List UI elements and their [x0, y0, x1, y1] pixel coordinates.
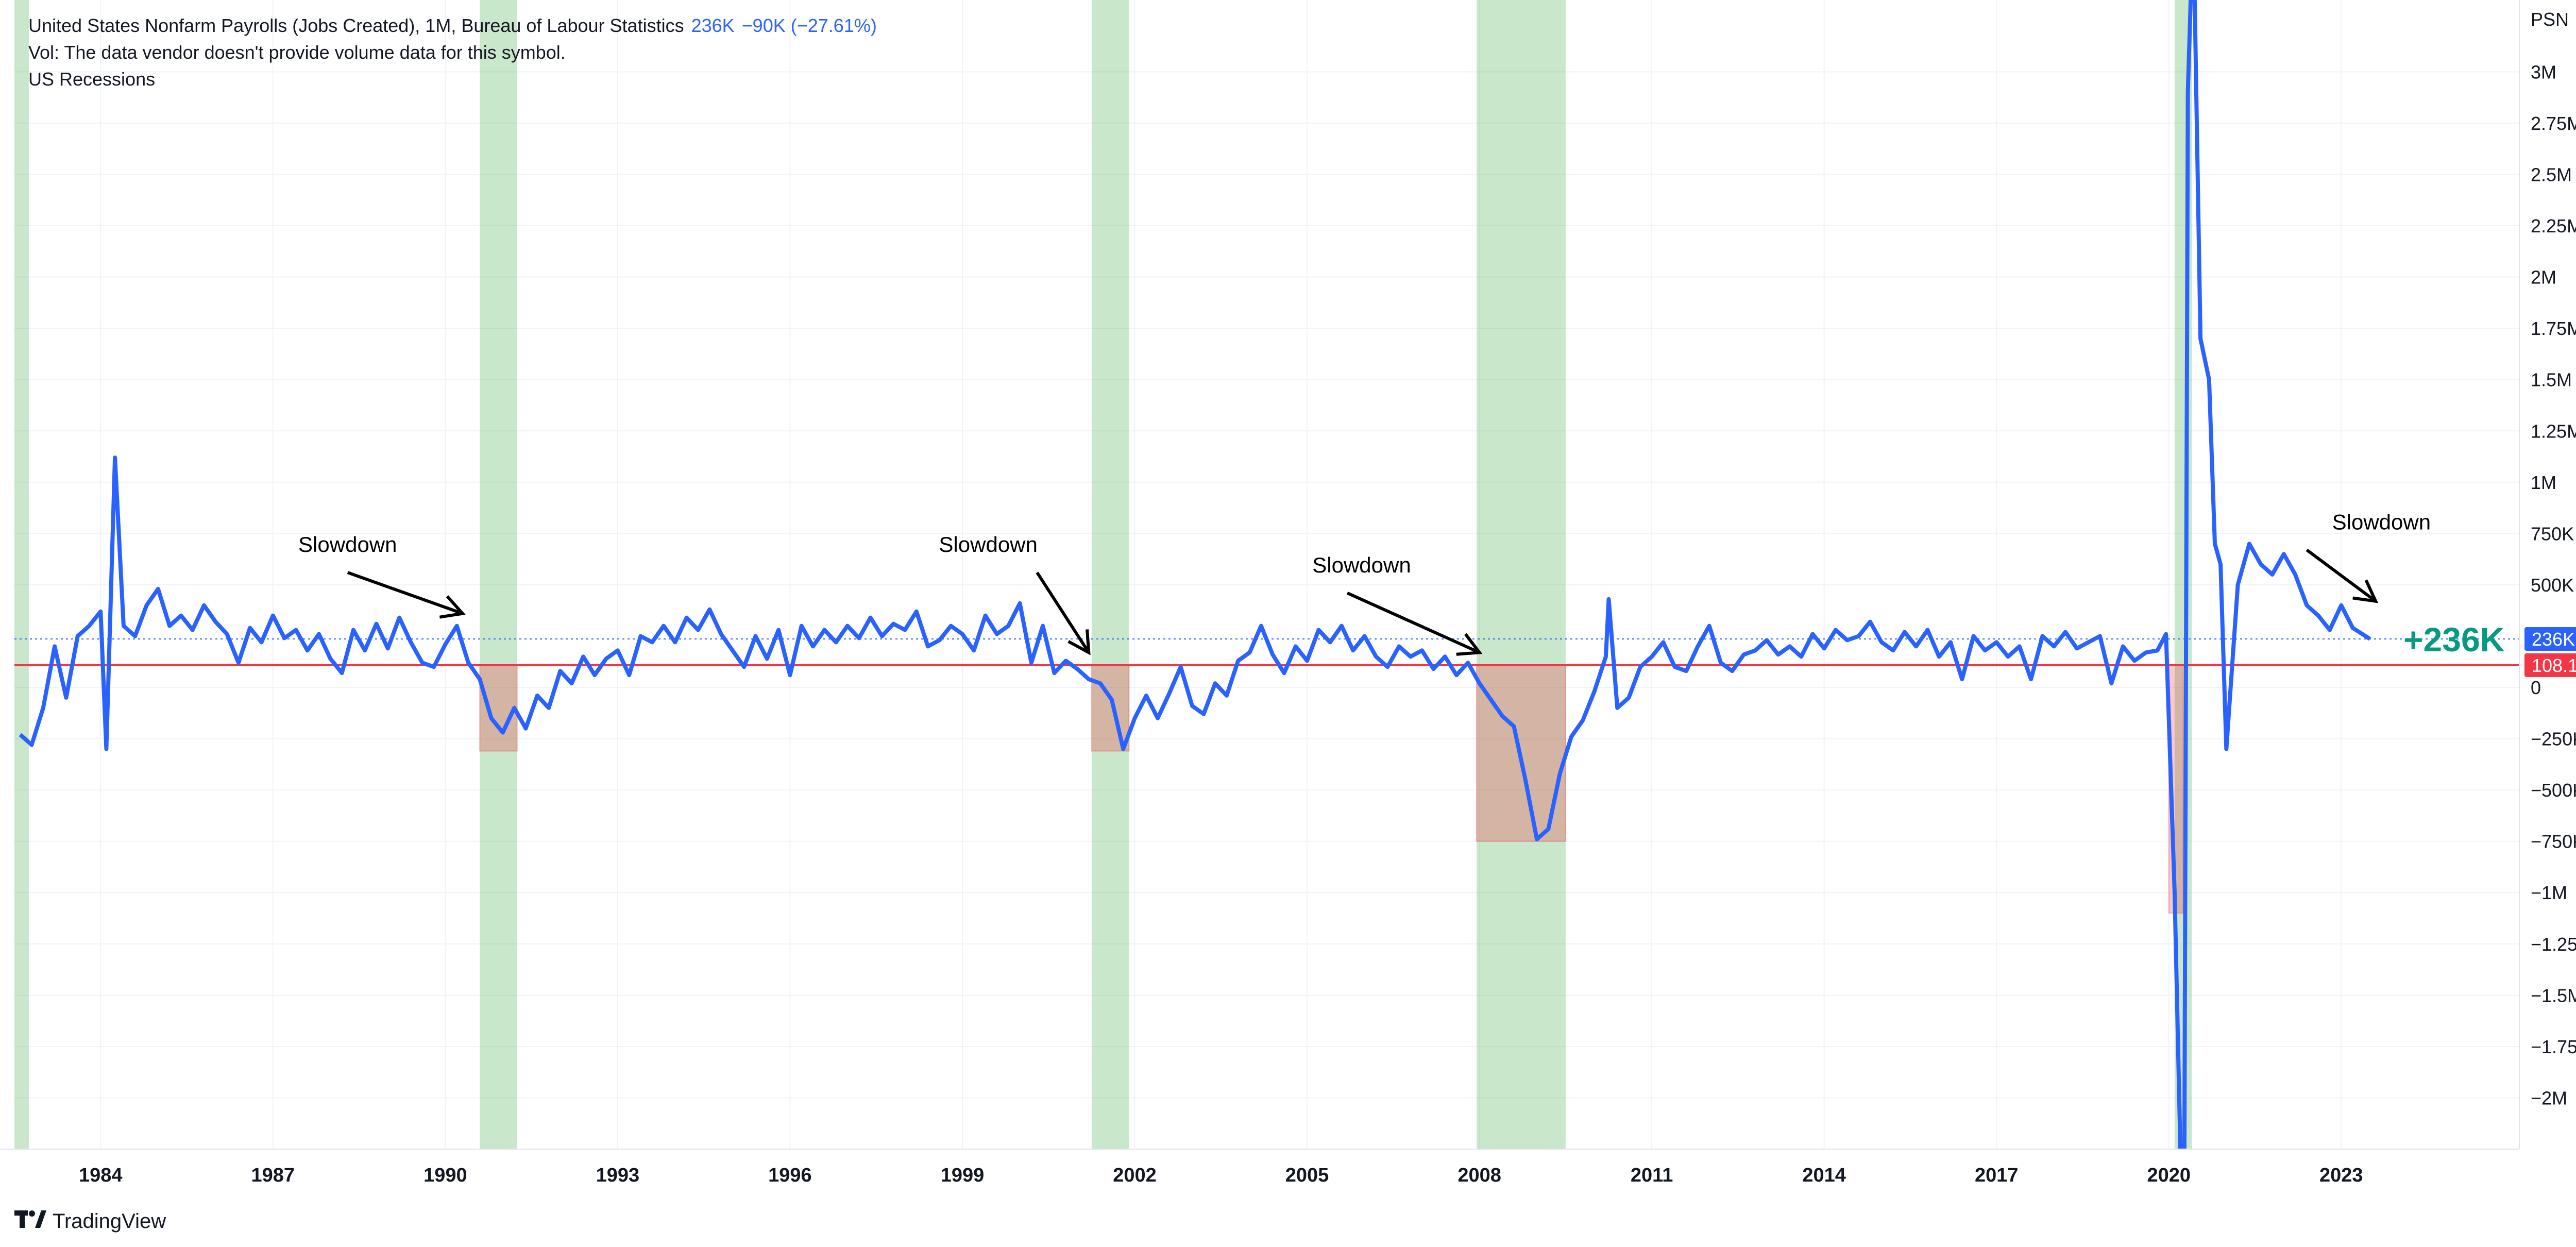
tradingview-logo-icon: [14, 1210, 46, 1233]
x-tick-label: 2017: [1975, 1165, 2019, 1186]
recession-band: [480, 0, 517, 1149]
legend-indicator-row[interactable]: US Recessions: [28, 66, 877, 93]
series: [19, 0, 2371, 1149]
annotation-arrow-head: [2352, 579, 2379, 603]
grid: [14, 0, 2519, 1149]
footer[interactable]: TradingView: [14, 1210, 166, 1233]
reference-tag: [2524, 653, 2576, 677]
y-tick-label: 2.75M: [2531, 113, 2576, 134]
annotation-label: Slowdown: [2332, 510, 2431, 534]
y-axis-bg: [2520, 0, 2576, 1193]
y-tick-label: 1.75M: [2531, 318, 2576, 339]
annotation-arrow-line: [1036, 571, 1090, 653]
annotation-label: Slowdown: [939, 532, 1037, 557]
x-tick-label: 1984: [79, 1165, 123, 1186]
y-tick-label: 0: [2531, 677, 2541, 698]
y-tick-label: 1M: [2531, 472, 2556, 493]
last-value-tag-label: 236K: [2532, 629, 2575, 650]
x-tick-label: 2008: [1458, 1165, 1501, 1186]
annotation-arrow-head: [1067, 629, 1091, 655]
legend-volume-note: Vol: The data vendor doesn't provide vol…: [28, 42, 566, 63]
y-tick-label: −1.75M: [2531, 1036, 2576, 1057]
recession-band: [1091, 0, 1129, 1149]
y-tick-label: 500K: [2531, 575, 2574, 596]
x-tick-label: 1996: [768, 1165, 812, 1186]
y-tick-label: −500K: [2531, 780, 2576, 801]
y-tick-label: 2M: [2531, 267, 2556, 288]
last-value-big-label: +236K: [2403, 620, 2505, 659]
y-tick-label: 3M: [2531, 61, 2556, 82]
legend-symbol: United States Nonfarm Payrolls (Jobs Cre…: [28, 15, 684, 36]
y-tick-label: 2.25M: [2531, 215, 2576, 237]
x-tick-label: 2005: [1285, 1165, 1329, 1186]
x-tick-label: 1999: [941, 1165, 985, 1186]
axes: +236K PSN 3M 2.75M 2.5M 2.25M 2M 1.75M 1.5M 1.25M…: [0, 0, 2576, 1193]
recession-band: [14, 0, 29, 1149]
chart-legend: United States Nonfarm Payrolls (Jobs Cre…: [28, 12, 877, 93]
x-tick-label: 2014: [1802, 1165, 1846, 1186]
recession-band: [1477, 0, 1566, 1149]
legend-last-value: 236K: [691, 15, 735, 36]
x-tick-label: 1990: [423, 1165, 467, 1186]
x-tick-label: 1987: [251, 1165, 295, 1186]
annotation-arrow-line: [1346, 592, 1480, 654]
y-tick-label: −250K: [2531, 729, 2576, 750]
y-tick-label: 1.25M: [2531, 420, 2576, 442]
y-axis-unit: PSN: [2531, 9, 2569, 30]
last-value-tag: [2524, 627, 2576, 651]
x-tick-label: 1993: [596, 1165, 640, 1186]
y-tick-label: −1.25M: [2531, 934, 2576, 955]
annotation-arrow-head: [1456, 633, 1483, 656]
annotation-arrow-head: [439, 595, 466, 619]
y-tick-label: −1M: [2531, 882, 2567, 903]
annotation-label: Slowdown: [298, 532, 397, 557]
y-tick-label: −1.5M: [2531, 985, 2576, 1006]
series-line: [19, 0, 2371, 1149]
x-tick-label: 2011: [1631, 1165, 1673, 1186]
y-tick-label: −750K: [2531, 831, 2576, 852]
x-tick-label: 2023: [2319, 1165, 2363, 1186]
y-tick-label: 750K: [2531, 523, 2574, 544]
y-tick-label: −2M: [2531, 1087, 2567, 1108]
annotation-arrow-line: [2306, 548, 2377, 603]
annotation-arrow-line: [347, 571, 463, 615]
shaded-boxes: [479, 664, 2184, 914]
annotations: Slowdown Slowdown Slowdown Slowdown: [298, 510, 2431, 656]
legend-change: −90K (−27.61%): [741, 15, 877, 36]
shaded-box: [1091, 664, 1130, 752]
x-tick-label: 2020: [2147, 1165, 2191, 1186]
legend-symbol-row[interactable]: United States Nonfarm Payrolls (Jobs Cre…: [28, 12, 877, 39]
x-tick-label: 2002: [1113, 1165, 1157, 1186]
legend-indicator: US Recessions: [28, 69, 156, 90]
y-tick-label: 2.5M: [2531, 164, 2572, 185]
y-tick-label: 1.5M: [2531, 369, 2572, 391]
footer-brand: TradingView: [53, 1210, 166, 1233]
reference-tag-label: 108.19K: [2532, 655, 2576, 676]
legend-volume-row[interactable]: Vol: The data vendor doesn't provide vol…: [28, 39, 877, 66]
annotation-label: Slowdown: [1312, 553, 1411, 577]
shaded-box: [479, 664, 518, 752]
recession-bands: [14, 0, 2192, 1149]
